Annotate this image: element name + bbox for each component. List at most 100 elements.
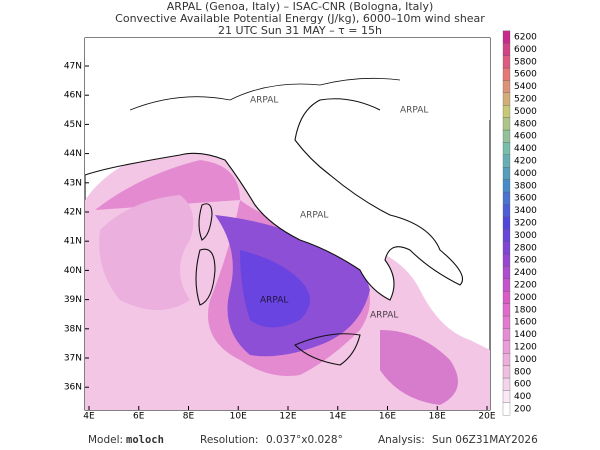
lon-label: 18E [429,412,446,422]
colorbar-cell [502,402,511,416]
colorbar-label: 5200 [514,95,537,105]
colorbar: 200 400 600 800 1000 1200 1400 1600 1800 2000 2200… [502,30,537,416]
lon-label: 16E [379,412,396,422]
colorbar-label: 2800 [514,243,537,253]
colorbar-label: 6000 [514,45,537,55]
colorbar-label: 2600 [514,256,537,266]
colorbar-label: 400 [514,392,531,402]
colorbar-label: 1600 [514,318,537,328]
footer-value: moloch [126,434,164,446]
colorbar-label: 4000 [514,169,537,179]
footer-label: Model: [88,434,123,446]
sicily [294,333,361,366]
colorbar-cell [502,241,511,255]
colorbar-cell [502,315,511,329]
border [129,77,401,111]
colorbar-cell [502,191,511,205]
colorbar-cell [502,142,511,155]
colorbar-label: 3200 [514,219,537,229]
colorbar-cell [502,117,511,131]
colorbar-cell [502,204,511,217]
footer-value: Sun 06Z31MAY2026 [432,434,538,446]
colorbar-label: 800 [514,367,531,377]
colorbar-label: 4800 [514,119,537,129]
colorbar-cell [502,253,511,267]
colorbar-label: 5000 [514,107,537,117]
colorbar-cell [502,167,511,180]
lat-label: 37N [64,354,82,364]
lat-labels: 47N 46N 45N 44N 43N 42N 41N 40N 39N 38N 37N 36N [64,62,89,393]
colorbar-label: 4600 [514,132,537,142]
colorbar-cell [502,55,511,69]
header-line: 21 UTC Sun 31 MAY – τ = 15h [218,24,382,37]
lat-label: 36N [64,383,82,393]
corsica [198,203,213,241]
colorbar-cell [502,80,511,93]
lon-label: 20E [478,412,495,422]
colorbar-cell [502,67,511,81]
colorbar-label: 2200 [514,281,537,291]
colorbar-label: 2000 [514,293,537,303]
watermark: ARPAL [250,96,278,106]
cape-field [240,250,310,328]
colorbar-label: 5800 [514,57,537,67]
cape-field [99,195,194,310]
lon-label: 12E [279,412,296,422]
colorbar-label: 2400 [514,268,537,278]
lat-label: 39N [64,295,82,305]
colorbar-cell [502,353,511,366]
lat-label: 44N [64,149,82,159]
colorbar-cell [502,229,511,242]
colorbar-label: 3800 [514,181,537,191]
colorbar-label: 4200 [514,157,537,167]
lon-labels: 4E 6E 8E 10E 12E 14E 16E 18E 20E [83,406,496,422]
sardinia [195,248,216,306]
colorbar-cell [502,303,511,317]
colorbar-label: 5600 [514,70,537,80]
colorbar-cell [502,390,511,403]
lat-label: 47N [64,62,82,72]
map-area: ARPAL ARPAL ARPAL ARPAL ARPAL [84,37,491,411]
lon-label: 14E [329,412,346,422]
colorbar-label: 3600 [514,194,537,204]
watermark: ARPAL [400,106,428,116]
colorbar-cell [502,365,511,379]
lat-label: 42N [64,208,82,218]
header-line: Convective Available Potential Energy (J… [115,12,485,25]
colorbar-cell [502,43,511,56]
colorbar-cell [502,291,511,304]
colorbar-label: 1200 [514,343,537,353]
header-line: ARPAL (Genoa, Italy) – ISAC-CNR (Bologna… [167,0,434,13]
lon-label: 8E [183,412,195,422]
colorbar-cell [502,340,511,354]
colorbar-cell [502,92,511,106]
colorbar-cell [502,30,511,44]
lon-label: 4E [83,412,95,422]
lat-label: 41N [64,237,82,247]
lat-label: 43N [64,178,82,188]
colorbar-cell [502,129,511,143]
land [85,38,490,300]
lat-label: 45N [64,120,82,130]
colorbar-cell [502,377,511,391]
colorbar-label: 3000 [514,231,537,241]
lat-label: 38N [64,324,82,334]
colorbar-cell [502,179,511,193]
coastline [84,98,464,301]
colorbar-cell [502,105,511,118]
lon-label: 6E [133,412,145,422]
lat-label: 46N [64,91,82,101]
colorbar-label: 1400 [514,330,537,340]
colorbar-cell [502,328,511,341]
colorbar-cell [502,266,511,279]
colorbar-cell [502,278,511,292]
colorbar-label: 200 [514,405,531,415]
colorbar-label: 1000 [514,355,537,365]
cape-field [380,330,458,405]
colorbar-label: 1800 [514,305,537,315]
footer-label: Analysis: [378,434,425,446]
colorbar-cell [502,216,511,230]
colorbar-label: 3400 [514,206,537,216]
